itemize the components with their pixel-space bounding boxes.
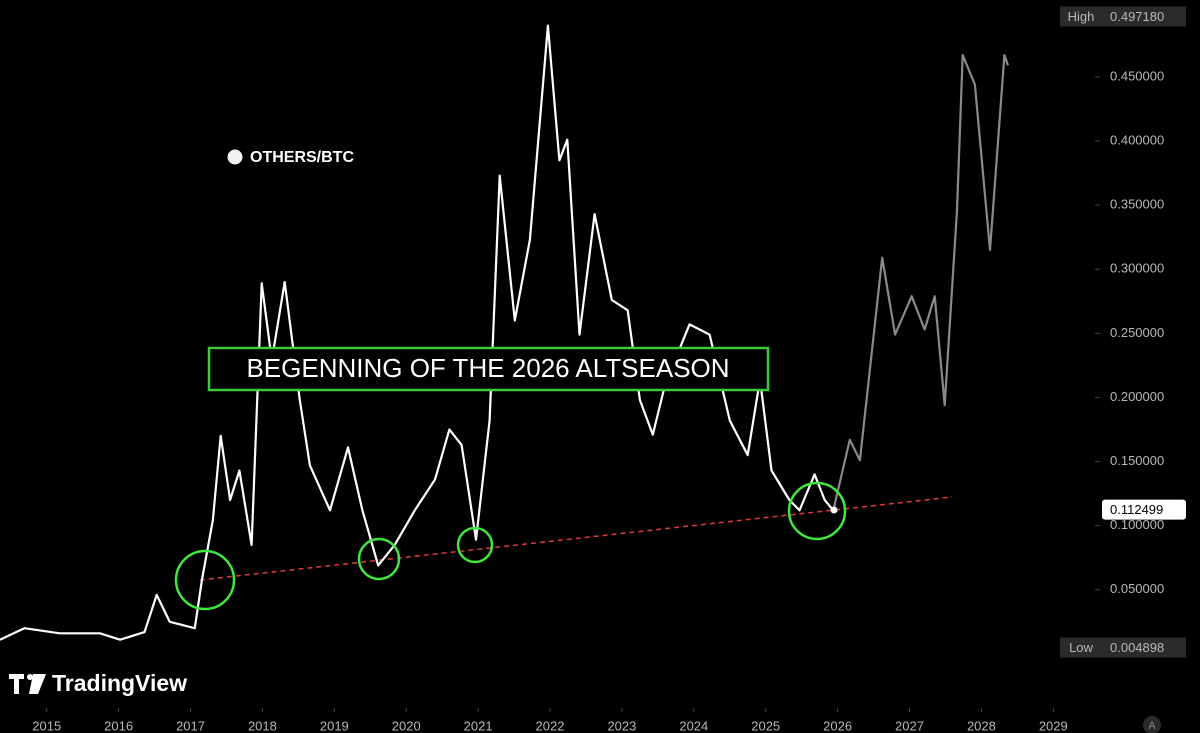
low-tag — [1060, 637, 1102, 658]
y-tick-label: 0.050000 — [1110, 581, 1164, 596]
high-value: 0.497180 — [1110, 9, 1164, 24]
x-tick-label: 2028 — [967, 718, 996, 733]
y-tick-label: 0.350000 — [1110, 197, 1164, 212]
legend-swatch — [227, 149, 243, 165]
trend-line — [199, 496, 953, 581]
low-tag-label: Low — [1069, 640, 1093, 655]
low-value-box — [1102, 637, 1186, 658]
legend-label: OTHERS/BTC — [250, 149, 354, 166]
low-value: 0.004898 — [1110, 640, 1164, 655]
x-tick-label: 2029 — [1039, 718, 1068, 733]
y-tick-label: 0.200000 — [1110, 389, 1164, 404]
series-layer — [0, 24, 1010, 641]
x-tick-label: 2022 — [536, 718, 565, 733]
y-tick-label: 0.300000 — [1110, 261, 1164, 276]
logo-icon — [9, 674, 46, 694]
auto-button[interactable] — [1143, 716, 1161, 733]
x-tick-label: 2021 — [464, 718, 493, 733]
y-tick-label: 0.100000 — [1110, 517, 1164, 532]
highlight-circle — [174, 549, 236, 611]
high-tag — [1060, 6, 1102, 27]
high-tag-label: High — [1068, 9, 1095, 24]
high-value-box — [1102, 6, 1186, 27]
annotation: BEGENNING OF THE 2026 ALTSEASON — [246, 353, 729, 383]
auto-button-label[interactable]: A — [1148, 720, 1156, 732]
x-tick-label: 2023 — [607, 718, 636, 733]
x-tick-label: 2020 — [392, 718, 421, 733]
x-tick-label: 2025 — [751, 718, 780, 733]
x-tick-label: 2026 — [823, 718, 852, 733]
brand: TradingView — [52, 670, 187, 696]
series-line — [0, 24, 835, 641]
series-line — [832, 54, 1010, 511]
y-tick-label: 0.150000 — [1110, 453, 1164, 468]
x-tick-label: 2016 — [104, 718, 133, 733]
y-tick-label: 0.450000 — [1110, 68, 1164, 83]
current-price: 0.112499 — [1110, 502, 1163, 517]
x-tick-label: 2027 — [895, 718, 924, 733]
highlight-circle — [357, 537, 401, 581]
x-tick-label: 2024 — [679, 718, 708, 733]
x-tick-label: 2017 — [176, 718, 205, 733]
y-tick-label: 0.400000 — [1110, 132, 1164, 147]
last-point — [830, 506, 838, 514]
x-tick-label: 2019 — [320, 718, 349, 733]
highlight-circle — [456, 526, 494, 564]
current-price-box — [1102, 499, 1186, 520]
y-tick-label: 0.250000 — [1110, 325, 1164, 340]
highlight-circle — [787, 481, 847, 541]
x-tick-label: 2015 — [32, 718, 61, 733]
x-tick-label: 2018 — [248, 718, 277, 733]
annotation-box — [207, 346, 770, 392]
